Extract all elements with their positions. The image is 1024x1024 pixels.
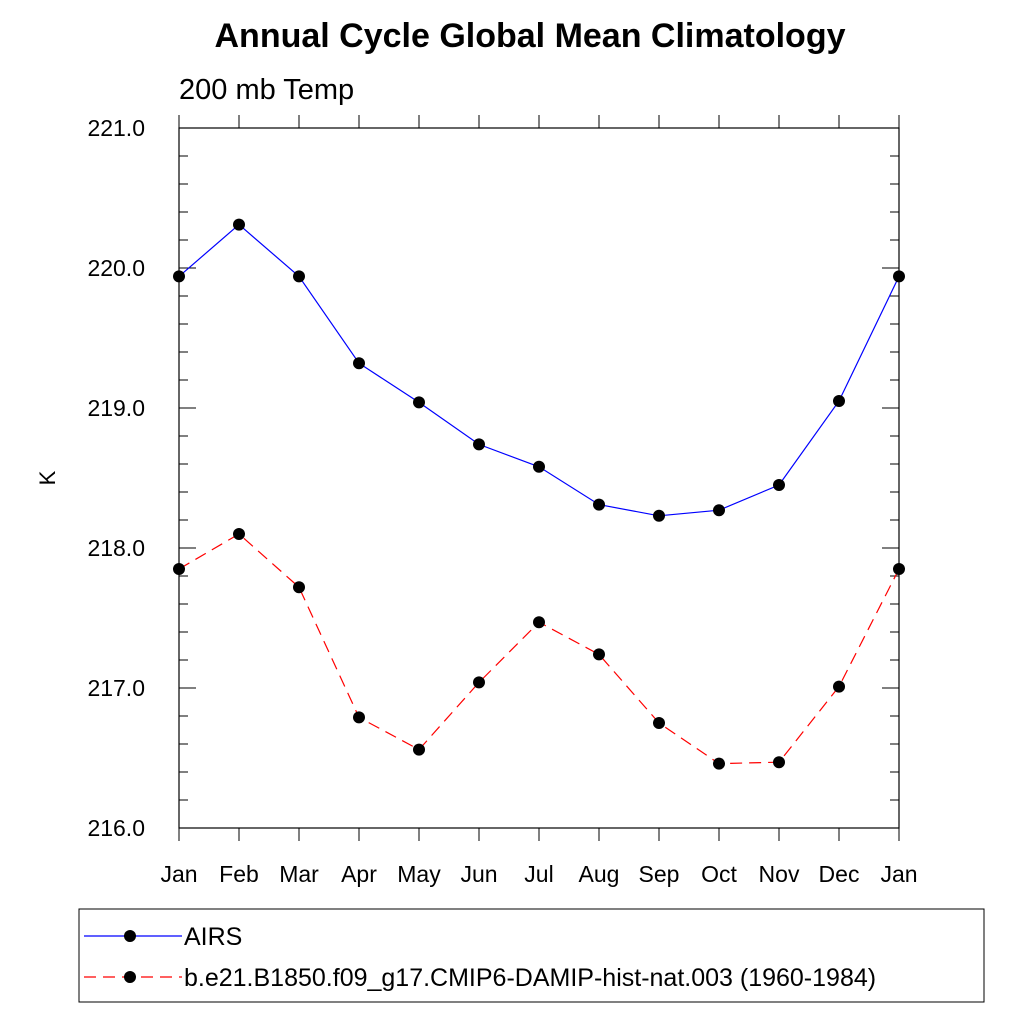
x-tick-label: Jun: [460, 861, 497, 887]
data-point-model: [473, 676, 485, 689]
data-point-model: [533, 616, 545, 629]
x-tick-label: Dec: [819, 861, 860, 887]
data-point-airs: [353, 357, 365, 370]
y-tick-label: 221.0: [87, 115, 145, 141]
data-point-model: [893, 563, 905, 575]
x-tick-label: Mar: [279, 861, 319, 887]
y-tick-label: 217.0: [87, 675, 145, 701]
data-point-airs: [413, 396, 425, 409]
data-point-airs: [653, 509, 665, 522]
data-point-model: [173, 563, 185, 575]
x-tick-label: Aug: [579, 861, 620, 887]
data-point-model: [653, 717, 665, 729]
legend-label-model: b.e21.B1850.f09_g17.CMIP6-DAMIP-hist-nat…: [184, 964, 876, 992]
y-tick-label: 220.0: [87, 255, 145, 281]
data-point-airs: [173, 270, 185, 283]
series-line-model: [178, 533, 900, 765]
data-point-airs: [533, 460, 545, 473]
x-tick-label: Jul: [524, 861, 553, 887]
legend-label-airs: AIRS: [184, 923, 242, 951]
data-point-model: [233, 528, 245, 540]
series-group: [173, 218, 905, 770]
y-tick-label: 216.0: [87, 815, 145, 841]
data-point-airs: [833, 395, 845, 407]
legend-box: [78, 908, 985, 1003]
y-axis-label: K: [35, 470, 60, 485]
legend: AIRS b.e21.B1850.f09_g17.CMIP6-DAMIP-his…: [78, 908, 985, 1003]
y-tick-label: 219.0: [87, 395, 145, 421]
x-tick-label: Jan: [160, 861, 197, 887]
data-point-model: [353, 711, 365, 724]
data-point-airs: [593, 498, 605, 511]
y-tick-label: 218.0: [87, 535, 145, 561]
data-point-airs: [713, 504, 725, 517]
data-point-model: [413, 743, 425, 756]
x-tick-label: Sep: [639, 861, 680, 887]
legend-marker-model: [124, 971, 136, 983]
data-point-model: [773, 756, 785, 769]
plot-area: [178, 127, 900, 829]
data-point-airs: [893, 270, 905, 283]
y-tick-labels: 216.0 217.0 218.0 219.0 220.0 221.0: [87, 115, 145, 841]
chart-subtitle: 200 mb Temp: [179, 74, 354, 106]
data-point-airs: [773, 479, 785, 491]
data-point-airs: [293, 270, 305, 283]
chart-title: Annual Cycle Global Mean Climatology: [215, 17, 846, 55]
x-tick-labels: Jan Feb Mar Apr May Jun Jul Aug Sep Oct Nov Dec Jan: [160, 861, 917, 887]
legend-marker-airs: [124, 930, 136, 942]
x-tick-label: Jan: [880, 861, 917, 887]
plot-frame: [178, 127, 900, 829]
x-tick-label: May: [397, 861, 441, 887]
data-point-model: [293, 581, 305, 594]
x-tick-label: Feb: [219, 861, 259, 887]
data-point-airs: [473, 438, 485, 451]
data-point-model: [833, 680, 845, 693]
x-tick-label: Oct: [701, 861, 737, 887]
data-point-model: [713, 757, 725, 770]
x-tick-label: Apr: [341, 861, 377, 887]
x-tick-label: Nov: [759, 861, 800, 887]
axis-ticks: [178, 115, 900, 841]
data-point-airs: [233, 218, 245, 231]
data-point-model: [593, 648, 605, 661]
